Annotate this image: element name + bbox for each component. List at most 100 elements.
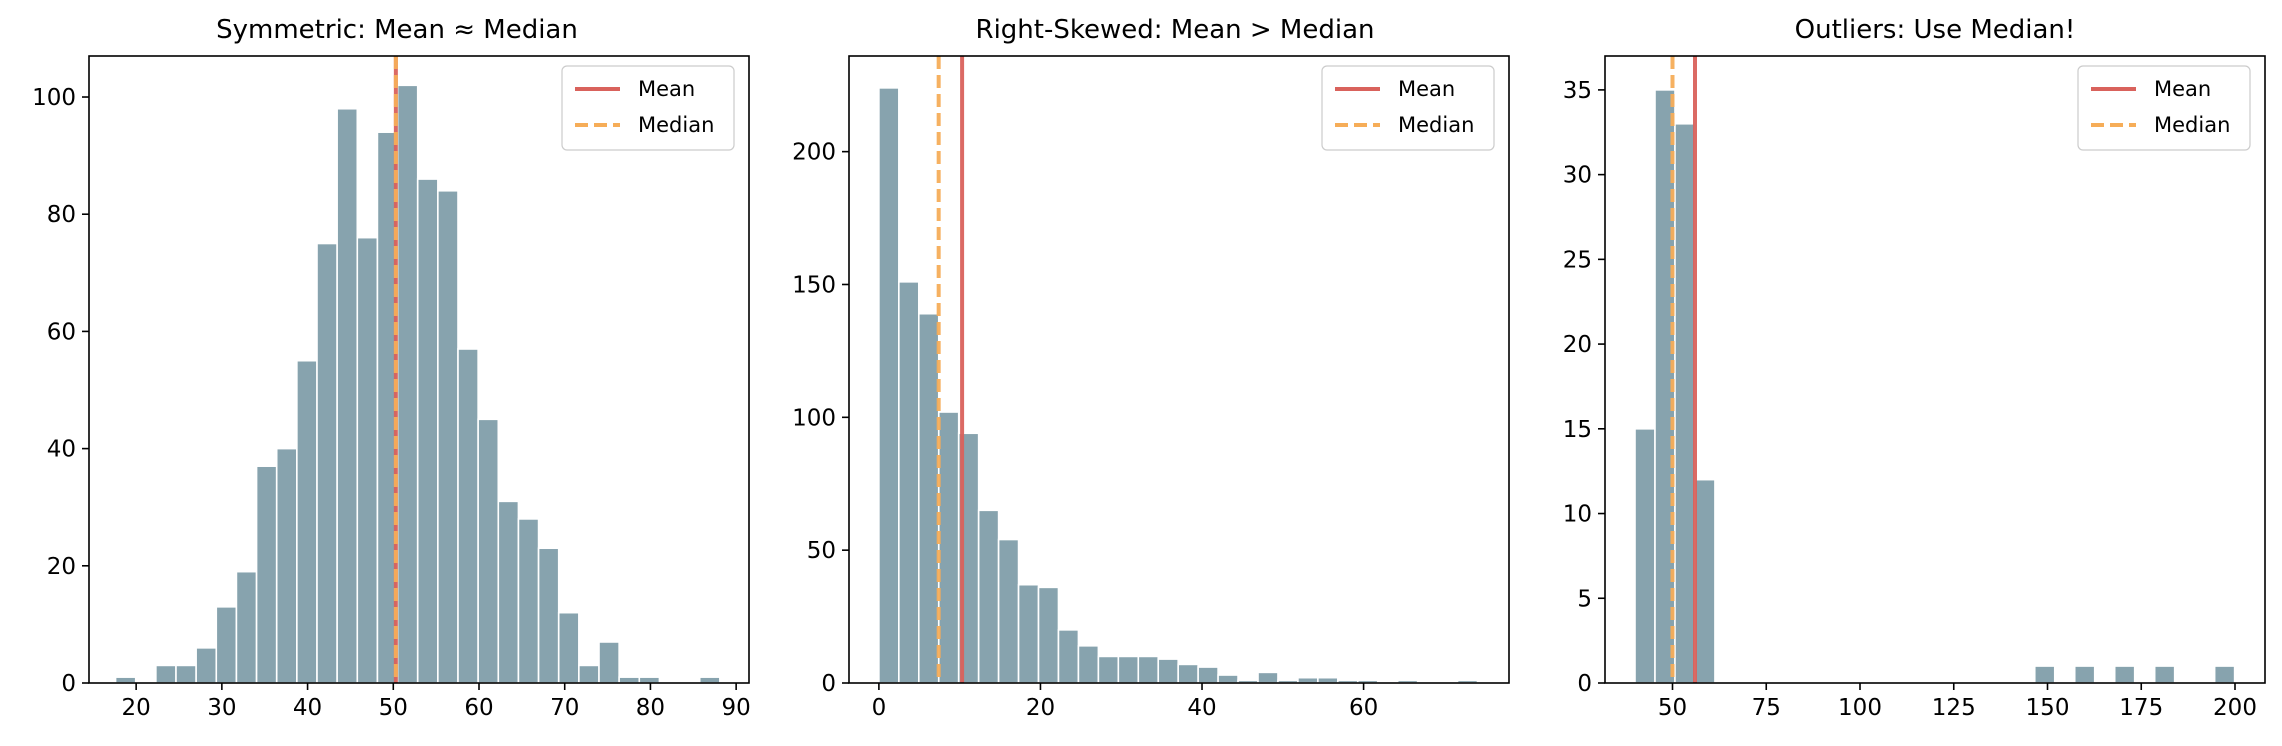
y-tick-label: 0 (821, 671, 836, 697)
y-tick-label: 5 (1577, 586, 1592, 612)
histogram-bar (997, 538, 1020, 684)
histogram-bar (275, 447, 298, 684)
histogram-bar (296, 359, 318, 684)
histogram-bar (175, 664, 197, 684)
panel-right-skewed: Right-Skewed: Mean > Median 0 20 40 60 0 50 10… (792, 15, 1510, 721)
histogram-bar (396, 84, 419, 684)
histogram-bar (316, 242, 338, 684)
histogram-bar (1097, 655, 1120, 684)
histogram-bar (557, 611, 580, 684)
y-tick-label: 80 (47, 202, 76, 228)
histogram-bar (578, 664, 600, 684)
histogram-bar (1674, 122, 1696, 684)
histogram-bar (195, 647, 218, 684)
histogram-bar (1057, 629, 1080, 684)
y-tick-label: 100 (32, 85, 76, 111)
y-tick-label: 30 (1563, 163, 1592, 189)
x-tick-label: 150 (2026, 695, 2070, 721)
x-tick-label: 40 (293, 695, 322, 721)
histogram-bar (235, 570, 258, 684)
x-tick-label: 80 (636, 695, 665, 721)
histogram-bar (1137, 655, 1160, 684)
chart-title: Right-Skewed: Mean > Median (976, 15, 1375, 45)
x-tick-label: 50 (1658, 695, 1687, 721)
histogram-bar (917, 312, 940, 684)
histogram-bar (2073, 665, 2096, 684)
legend: Mean Median (2077, 65, 2251, 151)
histogram-bar (638, 676, 661, 684)
y-tick-label: 25 (1563, 247, 1592, 273)
y-tick-label: 50 (807, 538, 836, 564)
histogram-bar (878, 87, 900, 684)
histogram-bar (457, 348, 479, 684)
histogram-bar (1257, 671, 1279, 684)
legend-label-median: Median (638, 113, 714, 137)
chart-title: Symmetric: Mean ≈ Median (216, 15, 578, 45)
histogram-bar (497, 500, 520, 684)
x-tick-label: 0 (872, 695, 887, 721)
histogram-bar (416, 178, 439, 684)
x-tick-label: 20 (122, 695, 151, 721)
y-tick-label: 150 (792, 272, 836, 298)
histogram-bar (255, 465, 278, 684)
histogram-bar (1177, 663, 1199, 684)
histogram-bar (537, 547, 560, 684)
legend-label-median: Median (2154, 113, 2230, 137)
y-tick-label: 40 (47, 437, 76, 463)
x-tick-label: 60 (1349, 695, 1378, 721)
axes-frame (1604, 55, 2266, 684)
histogram-bar (1694, 478, 1716, 684)
histogram-bar (477, 418, 500, 684)
y-tick-label: 0 (1577, 671, 1592, 697)
x-tick-label: 125 (1932, 695, 1976, 721)
legend-label-mean: Mean (638, 77, 695, 101)
x-tick-label: 40 (1187, 695, 1216, 721)
x-tick-label: 20 (1026, 695, 1055, 721)
y-tick-label: 200 (792, 140, 836, 166)
histogram-bar (618, 676, 641, 684)
histogram-bar (1117, 655, 1140, 684)
histogram-bar (356, 236, 379, 684)
plot-area: 50 75 100 125 150 175 200 0 5 10 15 20 25 30 35 (1563, 55, 2266, 721)
histogram-bar (1077, 645, 1100, 684)
x-tick-label: 50 (379, 695, 408, 721)
histogram-bar (437, 189, 459, 684)
x-tick-label: 100 (1838, 695, 1882, 721)
histogram-bar (898, 281, 920, 684)
histogram-bar (1157, 658, 1179, 684)
legend-label-mean: Mean (2154, 77, 2211, 101)
histogram-bar (1017, 583, 1040, 684)
y-tick-label: 0 (61, 671, 76, 697)
x-tick-label: 30 (207, 695, 236, 721)
x-tick-label: 175 (2119, 695, 2163, 721)
histogram-bar (977, 509, 1000, 684)
histogram-bar (937, 411, 960, 684)
plot-area: 20 30 40 50 60 70 80 90 0 20 40 60 80 100 (32, 55, 751, 721)
histogram-bar (1197, 666, 1219, 684)
histogram-bar (2213, 665, 2236, 684)
histogram-bar (698, 676, 721, 684)
histogram-bar (2113, 665, 2136, 684)
histogram-bar (2033, 665, 2056, 684)
legend-label-mean: Mean (1398, 77, 1455, 101)
axes-frame (88, 55, 750, 684)
x-tick-label: 200 (2213, 695, 2257, 721)
x-tick-label: 70 (550, 695, 579, 721)
histogram-bar (1037, 586, 1060, 684)
histogram-bar (598, 641, 620, 684)
histogram-bar (114, 676, 137, 684)
y-tick-label: 15 (1563, 417, 1592, 443)
y-tick-label: 60 (47, 319, 76, 345)
y-tick-label: 20 (47, 554, 76, 580)
x-tick-label: 60 (464, 695, 493, 721)
panel-symmetric: Symmetric: Mean ≈ Median 20 30 40 50 60 70 80 9… (32, 15, 751, 721)
panel-outliers: Outliers: Use Median! 50 75 100 125 150 175 20… (1563, 15, 2266, 721)
chart-title: Outliers: Use Median! (1795, 15, 2076, 45)
plot-area: 0 20 40 60 0 50 100 150 200 (792, 55, 1510, 721)
legend: Mean Median (561, 65, 735, 151)
histogram-bar (336, 107, 359, 684)
axes-frame (848, 55, 1510, 684)
y-tick-label: 35 (1563, 78, 1592, 104)
x-tick-label: 75 (1752, 695, 1781, 721)
